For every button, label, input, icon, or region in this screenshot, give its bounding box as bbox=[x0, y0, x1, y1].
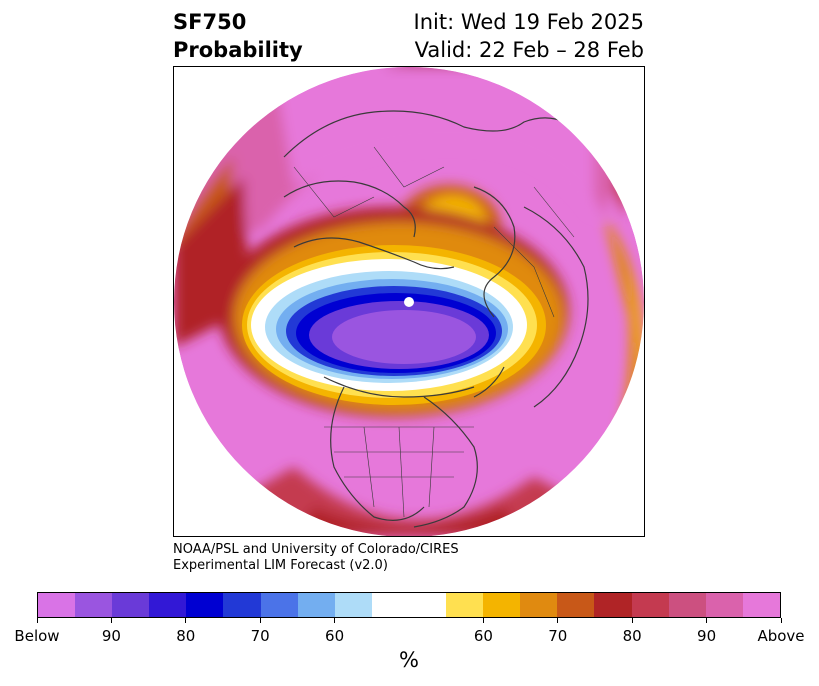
colorbar-swatch bbox=[446, 593, 484, 617]
colorbar-tick bbox=[706, 618, 708, 623]
forecast-map bbox=[174, 67, 644, 536]
colorbar-swatch bbox=[112, 593, 150, 617]
colorbar-tick-label: 70 bbox=[548, 627, 568, 645]
valid-range: Valid: 22 Feb – 28 Feb bbox=[414, 38, 644, 62]
colorbar-swatch bbox=[371, 593, 447, 617]
colorbar bbox=[37, 592, 781, 618]
colorbar-tick bbox=[557, 618, 559, 623]
colorbar-tick-label: 80 bbox=[176, 627, 196, 645]
colorbar-swatch bbox=[557, 593, 595, 617]
field-above-red-south bbox=[294, 507, 524, 536]
colorbar-tick bbox=[780, 618, 782, 623]
field-below-violet bbox=[332, 310, 476, 364]
colorbar-swatch bbox=[38, 593, 76, 617]
colorbar-tick-label: 90 bbox=[101, 627, 121, 645]
colorbar-swatch bbox=[334, 593, 372, 617]
field-above-max-north bbox=[274, 67, 594, 217]
colorbar-tick bbox=[185, 618, 187, 623]
init-date: Init: Wed 19 Feb 2025 bbox=[413, 10, 644, 34]
credit-line2: Experimental LIM Forecast (v2.0) bbox=[173, 558, 388, 573]
colorbar-swatch bbox=[223, 593, 261, 617]
title-variable: SF750 bbox=[173, 10, 247, 34]
map-panel bbox=[173, 66, 645, 537]
colorbar-swatch bbox=[594, 593, 632, 617]
title-type: Probability bbox=[173, 38, 303, 62]
colorbar-tick-label: 80 bbox=[622, 627, 642, 645]
credit: NOAA/PSL and University of Colorado/CIRE… bbox=[173, 542, 459, 574]
north-pole-marker bbox=[404, 297, 414, 307]
colorbar-tick bbox=[482, 618, 484, 623]
colorbar-tick-label: 60 bbox=[473, 627, 493, 645]
colorbar-swatch bbox=[186, 593, 224, 617]
colorbar-swatch bbox=[483, 593, 521, 617]
colorbar-tick bbox=[110, 618, 112, 623]
colorbar-tick bbox=[36, 618, 38, 623]
colorbar-tick bbox=[334, 618, 336, 623]
colorbar-tick bbox=[631, 618, 633, 623]
colorbar-swatch bbox=[668, 593, 706, 617]
colorbar-swatch bbox=[75, 593, 113, 617]
colorbar-tick-label: 60 bbox=[325, 627, 345, 645]
colorbar-tick-label: 70 bbox=[250, 627, 270, 645]
colorbar-swatch bbox=[631, 593, 669, 617]
colorbar-swatch bbox=[260, 593, 298, 617]
colorbar-unit-label: % bbox=[399, 648, 419, 672]
political-borders bbox=[293, 146, 575, 518]
colorbar-tick-label: Above bbox=[757, 627, 805, 645]
colorbar-tick-label: 90 bbox=[697, 627, 717, 645]
colorbar-swatch bbox=[297, 593, 335, 617]
colorbar-swatch bbox=[705, 593, 743, 617]
colorbar-tick bbox=[259, 618, 261, 623]
title-right: Init: Wed 19 Feb 2025 Valid: 22 Feb – 28… bbox=[414, 8, 644, 64]
title-left: SF750 Probability bbox=[173, 8, 303, 64]
colorbar-tick-label: Below bbox=[14, 627, 60, 645]
colorbar-swatch bbox=[149, 593, 187, 617]
credit-line1: NOAA/PSL and University of Colorado/CIRE… bbox=[173, 542, 459, 557]
colorbar-swatch bbox=[742, 593, 780, 617]
colorbar-swatch bbox=[520, 593, 558, 617]
